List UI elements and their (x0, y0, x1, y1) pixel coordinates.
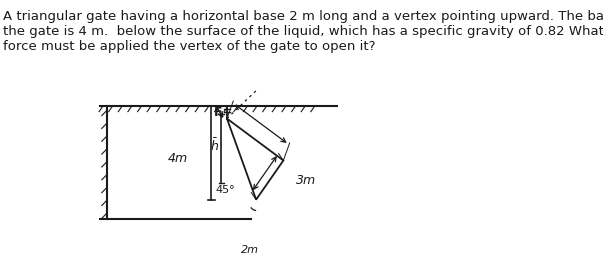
Polygon shape (227, 118, 283, 200)
Text: F: F (213, 106, 223, 119)
Text: $\bar{h}$: $\bar{h}$ (210, 138, 219, 154)
Text: 3m: 3m (295, 174, 316, 187)
Text: force must be applied the vertex of the gate to open it?: force must be applied the vertex of the … (4, 40, 376, 52)
Text: the gate is 4 m.  below the surface of the liquid, which has a specific gravity : the gate is 4 m. below the surface of th… (4, 25, 603, 38)
Text: A triangular gate having a horizontal base 2 m long and a vertex pointing upward: A triangular gate having a horizontal ba… (4, 10, 603, 23)
Text: 2m: 2m (241, 245, 259, 255)
Text: 4m: 4m (168, 152, 188, 164)
Text: 45°: 45° (216, 185, 235, 195)
